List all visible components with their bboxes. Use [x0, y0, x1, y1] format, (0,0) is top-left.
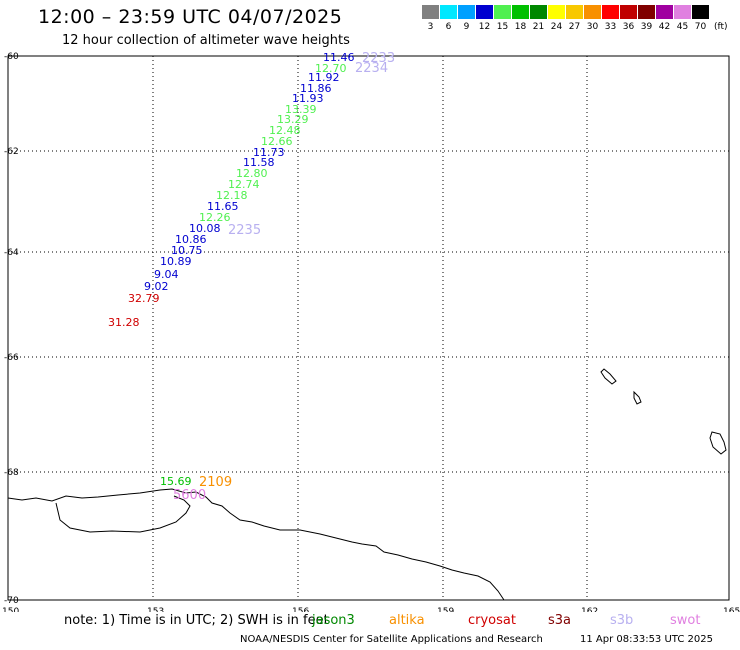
satellite-track-label: 2235: [228, 223, 261, 238]
longitude-tick-label: 156: [292, 607, 309, 612]
swh-observation-label: 12.48: [269, 124, 301, 137]
swh-observation-label: 12.74: [228, 178, 260, 191]
swh-observation-label: 11.46: [323, 51, 355, 64]
colorbar-swatch: [638, 5, 655, 19]
colorbar-label: 33: [604, 22, 617, 32]
colorbar-label: 42: [658, 22, 671, 32]
longitude-tick-label: 162: [581, 607, 598, 612]
latitude-tick-label: -68: [4, 468, 19, 478]
satellite-track-label: 2234: [355, 61, 388, 76]
footer-timestamp: 11 Apr 08:33:53 UTC 2025: [580, 634, 713, 645]
coastline-inlet-path: [55, 495, 191, 533]
colorbar-swatch: [422, 5, 439, 19]
latitude-tick-label: -60: [4, 52, 19, 62]
colorbar-swatch: [530, 5, 547, 19]
satellite-legend-altika: altika: [389, 613, 425, 628]
swh-observation-label: 12.70: [315, 62, 347, 75]
colorbar-label: 18: [514, 22, 527, 32]
colorbar-label: 9: [463, 22, 470, 32]
colorbar-label: 3: [427, 22, 434, 32]
longitude-tick-label: 153: [147, 607, 164, 612]
colorbar-label: 24: [550, 22, 563, 32]
satellite-track-label: 5600: [173, 488, 206, 503]
colorbar-label: 21: [532, 22, 545, 32]
swh-observation-label: 11.93: [292, 92, 324, 105]
colorbar-swatch: [494, 5, 511, 19]
swh-observation-label: 9.02: [144, 280, 169, 293]
latitude-tick-label: -64: [4, 248, 19, 258]
swh-observation-label: 15.69: [160, 475, 192, 488]
map-grid: [8, 56, 729, 600]
map-title: 12:00 – 23:59 UTC 04/07/2025: [38, 6, 343, 28]
swh-observation-label: 11.58: [243, 156, 275, 169]
colorbar-swatch: [440, 5, 457, 19]
longitude-tick-label: 165: [723, 607, 740, 612]
colorbar-label: 30: [586, 22, 599, 32]
swh-observation-label: 11.73: [253, 146, 285, 159]
map-subtitle: 12 hour collection of altimeter wave hei…: [62, 33, 350, 48]
swh-observation-label: 10.89: [160, 255, 192, 268]
colorbar-label: 15: [496, 22, 509, 32]
colorbar-swatch: [692, 5, 709, 19]
observation-labels: 11.4612.7011.9211.8611.9313.3913.2912.48…: [108, 51, 355, 488]
colorbar-swatch: [602, 5, 619, 19]
colorbar-swatch: [566, 5, 583, 19]
antarctic-coastline: [7, 368, 727, 601]
map-frame: [7, 55, 730, 601]
colorbar-label: 70: [694, 22, 707, 32]
latitude-tick-label: -62: [4, 147, 19, 157]
satellite-legend-jason3: jason3: [312, 613, 355, 628]
swh-observation-label: 31.28: [108, 316, 140, 329]
note-text: note: 1) Time is in UTC; 2) SWH is in fe…: [64, 613, 329, 628]
longitude-tick-label: 150: [2, 607, 19, 612]
latitude-tick-label: -66: [4, 353, 19, 363]
swh-observation-label: 11.65: [207, 200, 239, 213]
swh-observation-label: 11.92: [308, 71, 340, 84]
satellite-legend-swot: swot: [670, 613, 701, 628]
colorbar-swatch: [548, 5, 565, 19]
colorbar-label: 45: [676, 22, 689, 32]
satellite-legend-cryosat: cryosat: [468, 613, 516, 628]
colorbar-label: 27: [568, 22, 581, 32]
coastline-path: [7, 488, 505, 601]
swh-observation-label: 10.75: [171, 244, 203, 257]
satellite-track-label: 2109: [199, 475, 232, 490]
satellite-track-label: 2233: [362, 51, 395, 66]
footer-credit: NOAA/NESDIS Center for Satellite Applica…: [240, 634, 543, 645]
colorbar-swatch: [512, 5, 529, 19]
swh-observation-label: 32.79: [128, 292, 160, 305]
swh-observation-label: 13.29: [277, 113, 309, 126]
colorbar-swatch: [476, 5, 493, 19]
swh-observation-label: 10.08: [189, 222, 221, 235]
colorbar-label: 6: [445, 22, 452, 32]
colorbar-units: (ft): [714, 22, 728, 32]
swh-observation-label: 12.80: [236, 167, 268, 180]
swh-observation-label: 12.26: [199, 211, 231, 224]
colorbar-swatch: [674, 5, 691, 19]
legend-note: note: 1) Time is in UTC; 2) SWH is in fe…: [0, 613, 740, 629]
satellite-legend-s3b: s3b: [610, 613, 634, 628]
island-outline: [709, 431, 727, 455]
colorbar-label: 36: [622, 22, 635, 32]
swh-observation-label: 10.86: [175, 233, 207, 246]
island-outline: [600, 368, 617, 385]
satellite-legend-s3a: s3a: [548, 613, 572, 628]
colorbar-label: 12: [478, 22, 491, 32]
swh-observation-label: 13.39: [285, 103, 317, 116]
swh-observation-label: 12.66: [261, 135, 293, 148]
colorbar-swatch: [458, 5, 475, 19]
colorbar-swatch: [584, 5, 601, 19]
swh-observation-label: 9.04: [154, 268, 179, 281]
island-outline: [633, 390, 642, 405]
colorbar-label: 39: [640, 22, 653, 32]
altimeter-map: 150 153 156 159 162 165 -60 -62 -64 -66 -68 -70 11.…: [2, 51, 740, 612]
latitude-tick-label: -70: [4, 596, 19, 606]
colorbar-swatch: [656, 5, 673, 19]
swh-observation-label: 12.18: [216, 189, 248, 202]
axis-labels: 150 153 156 159 162 165 -60 -62 -64 -66 -68 -70: [2, 52, 740, 612]
colorbar-swatch: [620, 5, 637, 19]
swh-observation-label: 11.86: [300, 82, 332, 95]
longitude-tick-label: 159: [437, 607, 454, 612]
